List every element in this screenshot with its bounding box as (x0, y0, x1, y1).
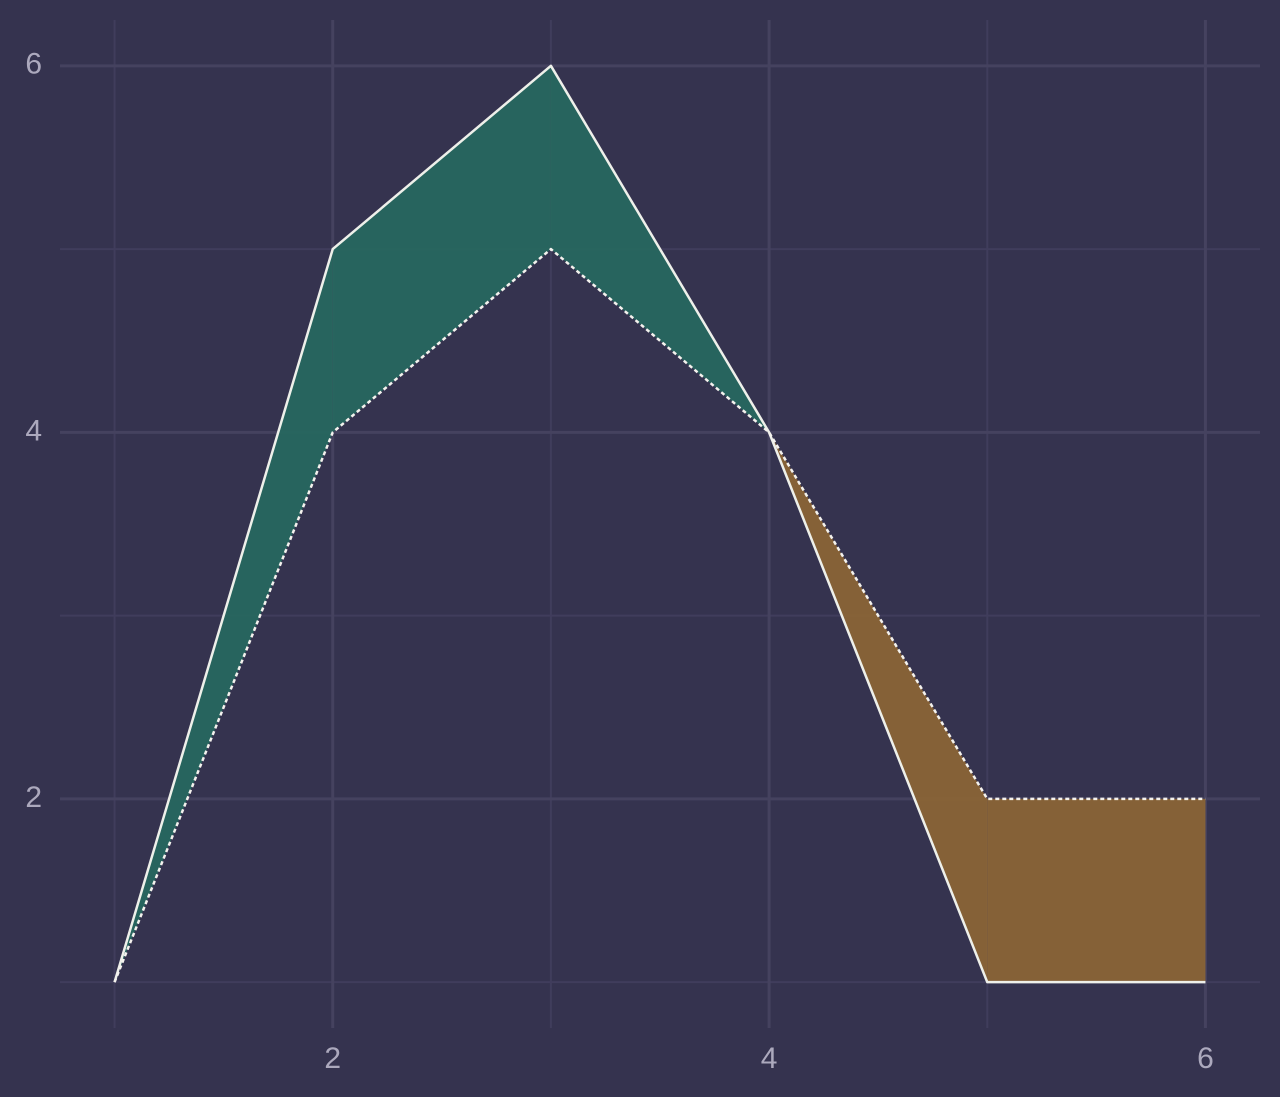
y-tick-label: 4 (25, 414, 42, 447)
y-tick-label: 6 (25, 48, 42, 81)
line (113, 64, 1206, 984)
x-tick-label: 6 (1197, 1042, 1214, 1075)
y-tick-label: 2 (25, 781, 42, 814)
line (113, 247, 1206, 983)
fill-between (987, 798, 1206, 983)
fill-between (332, 65, 551, 433)
x-tick-label: 4 (761, 1042, 778, 1075)
x-tick-label: 2 (324, 1042, 341, 1075)
